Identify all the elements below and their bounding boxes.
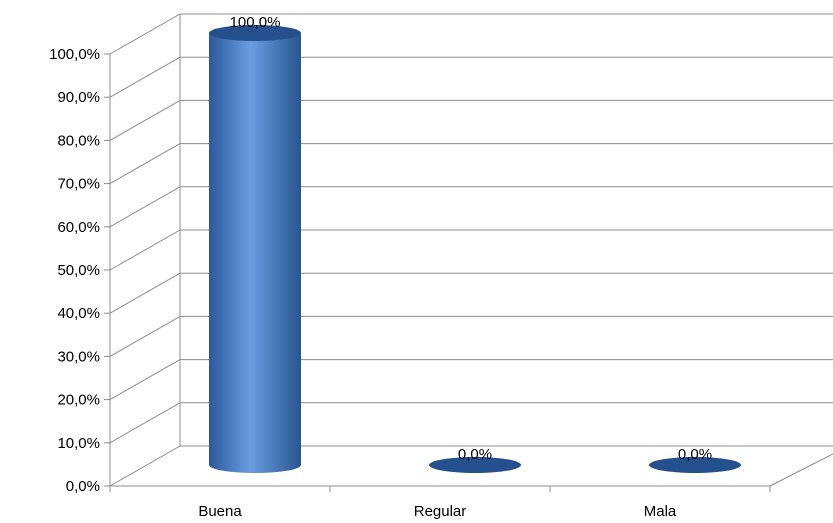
category-label-mala: Mala bbox=[644, 503, 677, 520]
bar-buena bbox=[209, 33, 301, 473]
gridline-diagonal bbox=[109, 56, 181, 98]
y-tick-label: 80,0% bbox=[57, 132, 100, 149]
y-tick-label: 60,0% bbox=[57, 219, 100, 236]
data-label-regular: 0,0% bbox=[458, 446, 492, 463]
y-tick-label: 50,0% bbox=[57, 262, 100, 279]
bar-regular bbox=[429, 457, 521, 473]
y-tick-label: 10,0% bbox=[57, 435, 100, 452]
data-label-mala: 0,0% bbox=[678, 446, 712, 463]
gridline-diagonal bbox=[109, 186, 181, 228]
gridline-diagonal bbox=[109, 99, 181, 141]
gridline-diagonal bbox=[109, 13, 181, 55]
y-tick-label: 30,0% bbox=[57, 348, 100, 365]
category-label-buena: Buena bbox=[198, 503, 242, 520]
bars bbox=[209, 25, 741, 473]
gridline-diagonal bbox=[109, 272, 181, 314]
gridline-diagonal bbox=[109, 143, 181, 185]
y-tick-label: 90,0% bbox=[57, 89, 100, 106]
gridline-diagonal bbox=[109, 445, 181, 487]
floor-right-edge bbox=[769, 453, 833, 487]
data-labels: 100,0% 0,0% 0,0% bbox=[230, 14, 713, 463]
bar-mala bbox=[649, 457, 741, 473]
y-tick-label: 20,0% bbox=[57, 392, 100, 409]
y-tick-label: 70,0% bbox=[57, 176, 100, 193]
y-tick-label: 100,0% bbox=[49, 46, 100, 63]
y-tick-label: 0,0% bbox=[66, 478, 100, 495]
data-label-buena: 100,0% bbox=[230, 14, 281, 31]
category-label-regular: Regular bbox=[414, 503, 467, 520]
y-tick-label: 40,0% bbox=[57, 305, 100, 322]
bar-top-buena bbox=[209, 25, 301, 41]
gridline-diagonal bbox=[109, 229, 181, 271]
axes bbox=[104, 14, 833, 492]
gridline-diagonal bbox=[109, 402, 181, 444]
y-tick-labels: 0,0% 10,0% 20,0% 30,0% 40,0% 50,0% 60,0% 70,0% 8… bbox=[49, 46, 100, 495]
category-labels: Buena Regular Mala bbox=[198, 503, 677, 520]
gridline-diagonal bbox=[109, 359, 181, 401]
gridline-diagonal bbox=[109, 315, 181, 357]
